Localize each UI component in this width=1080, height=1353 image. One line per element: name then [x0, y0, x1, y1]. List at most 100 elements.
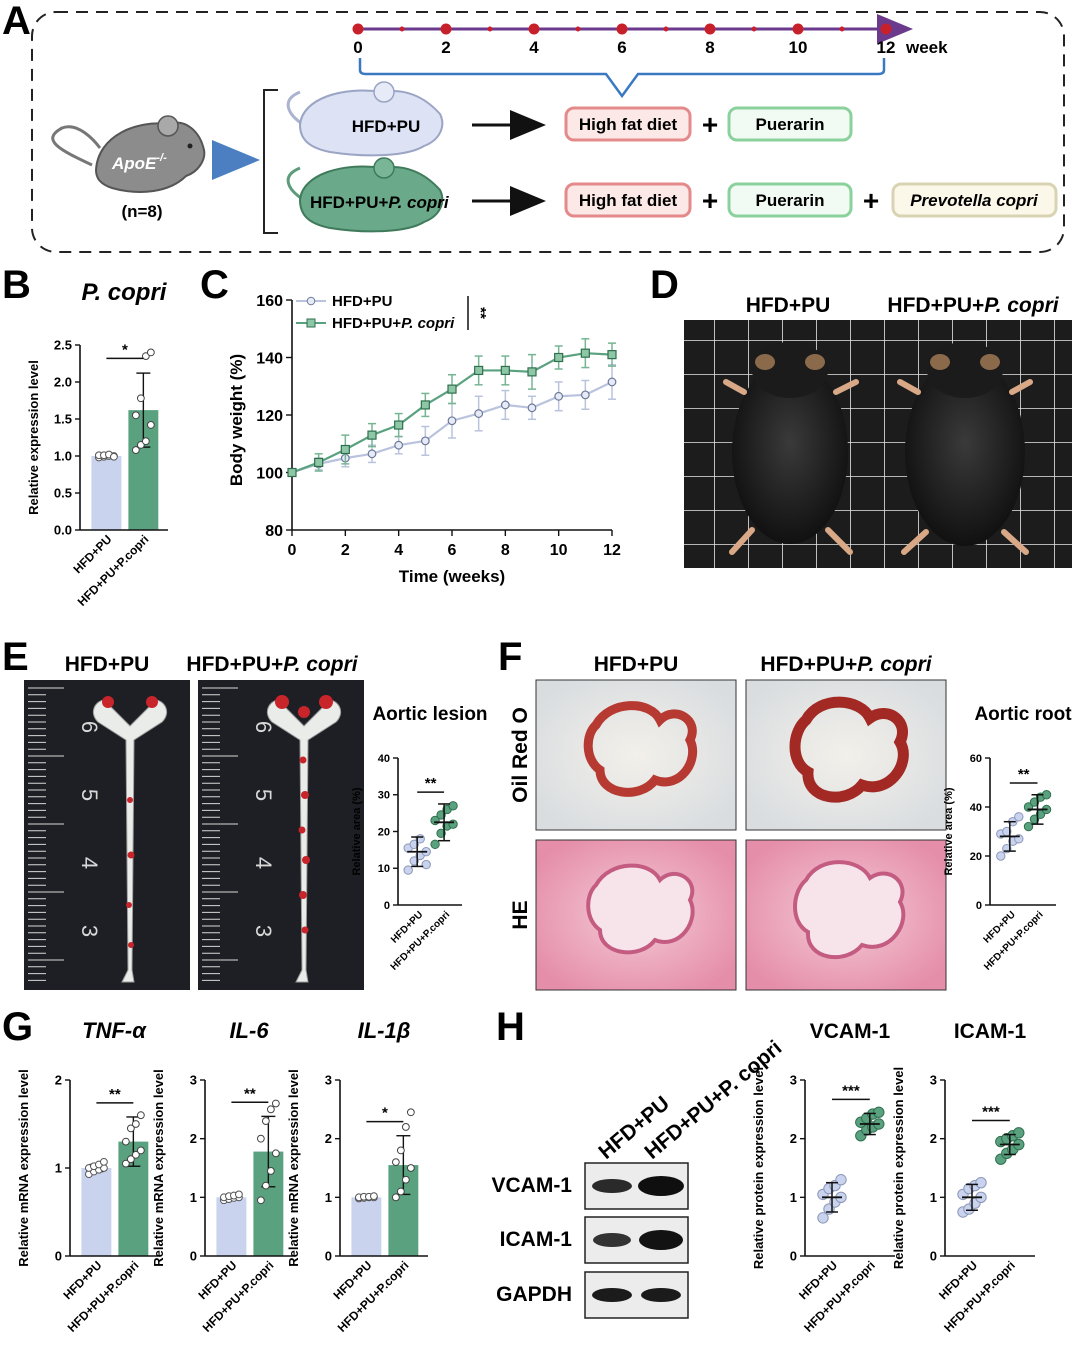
panel-label-e: E	[2, 635, 29, 679]
y-tick-label: 1.5	[54, 412, 72, 427]
y-axis-label: Relative area (%)	[943, 787, 955, 875]
y-tick-label: 160	[256, 293, 283, 310]
timeline-dots	[352, 23, 892, 35]
significance-label: *	[382, 1105, 388, 1122]
blot-band	[593, 1233, 631, 1247]
data-point	[500, 365, 510, 376]
chart-title: VCAM-1	[810, 1020, 891, 1043]
line-chart-C: 80 100 120 140 160 0 2 4 6 8 10 12 Time (weeks) Body …	[227, 293, 621, 586]
photo-title: HFD+PU	[594, 653, 679, 676]
x-tick-label: HFD+PU+P.copri	[335, 1258, 412, 1335]
y-tick-label: 3	[790, 1073, 797, 1088]
blot-row-label: GAPDH	[496, 1283, 572, 1306]
treatment-box-pu	[727, 182, 853, 218]
data-point	[607, 377, 617, 387]
y-tick-label: 3	[190, 1073, 197, 1088]
significance-label: ***	[842, 1082, 860, 1099]
data-point	[266, 1167, 275, 1175]
timeline-dot	[616, 23, 628, 35]
timeline-dot	[751, 26, 757, 32]
data-point	[271, 1149, 280, 1158]
y-tick-label: 0	[384, 900, 390, 912]
data-point	[136, 1146, 145, 1155]
blot-band	[641, 1288, 681, 1302]
x-tick-label: HFD+PU+P.copri	[941, 1258, 1018, 1335]
x-tick-label: 0	[288, 542, 297, 559]
mouse-photo-hfd-pu-copri	[897, 342, 1033, 555]
y-tick-label: 2	[790, 1131, 797, 1146]
dot-chart-H1: 0 1 2 3 Relative protein expression level VCA…	[751, 1020, 895, 1335]
chart-title: IL-1β	[358, 1018, 411, 1043]
ruler-number: 5	[77, 789, 102, 801]
treatment-box-copri-label: Prevotella copri	[910, 191, 1039, 210]
data-point	[406, 1164, 415, 1172]
stain-label-oil-red: Oil Red O	[509, 707, 532, 803]
y-axis-label: Relative expression level	[26, 360, 41, 515]
plus-sign: +	[863, 185, 879, 216]
data-point	[121, 1159, 130, 1168]
y-tick-label: 2	[190, 1131, 197, 1146]
data-point	[436, 828, 446, 839]
data-point	[554, 391, 564, 401]
panel-label-f: F	[498, 635, 522, 679]
data-point	[474, 365, 484, 376]
significance-label: **	[1018, 766, 1030, 783]
data-point	[110, 452, 118, 461]
blot-band	[592, 1288, 632, 1302]
data-point	[975, 1176, 987, 1189]
y-tick-label: 2	[325, 1131, 332, 1146]
hfd-pu-copri-mouse-illustration	[286, 157, 444, 233]
x-tick-label: 8	[501, 542, 510, 559]
ruler-number: 6	[251, 721, 276, 733]
dot-chart-H2: 0 1 2 3 Relative protein expression level ICA…	[891, 1020, 1035, 1335]
apoe-mouse-illustration	[51, 115, 206, 193]
y-tick-label: 2.0	[54, 375, 72, 390]
timeline-tick: 0	[353, 38, 362, 57]
chart-title: ICAM-1	[954, 1020, 1027, 1043]
timeline-tick: 12	[877, 38, 896, 57]
panel-e-photos: HFD+PU HFD+PU+P. copri 6 5 4 3 6 5 4 3	[24, 653, 364, 990]
y-axis-label: Relative mRNA expression level	[16, 1069, 31, 1267]
data-point	[141, 437, 150, 446]
data-point	[996, 851, 1006, 861]
bar-chart-B: 0.0 0.5 1.0 1.5 2.0 2.5 Relative expression le…	[26, 279, 168, 609]
data-point	[340, 444, 350, 455]
data-point	[835, 1174, 847, 1186]
data-point	[394, 420, 404, 430]
data-point	[1029, 797, 1040, 807]
y-tick-label: 10	[378, 863, 390, 875]
data-point	[271, 1099, 280, 1108]
rulers: 6 5 4 3 6 5 4 3	[28, 687, 276, 981]
data-point	[447, 384, 457, 394]
data-point	[121, 1137, 130, 1146]
y-axis-label: Relative area (%)	[351, 787, 363, 875]
blot-row-label: ICAM-1	[500, 1228, 573, 1251]
y-tick-label: 1	[55, 1161, 62, 1176]
data-point	[607, 350, 617, 360]
data-point	[396, 1187, 405, 1196]
oil-red-lesion	[789, 696, 909, 803]
data-point	[391, 1193, 400, 1202]
ruler-number: 5	[251, 789, 276, 801]
y-tick-label: 40	[378, 753, 390, 765]
panel-f-histology: HFD+PU HFD+PU+P. copri Oil Red O HE	[509, 653, 947, 991]
data-point	[367, 430, 377, 440]
bar	[81, 1168, 112, 1256]
y-tick-label: 1	[930, 1190, 937, 1205]
data-point	[131, 446, 140, 454]
data-point	[126, 1124, 135, 1133]
y-tick-label: 0	[790, 1249, 797, 1264]
data-point	[500, 400, 510, 410]
y-axis-label: Relative protein expression level	[751, 1067, 766, 1269]
data-point	[146, 348, 155, 357]
chart-title: Aortic root	[974, 704, 1072, 725]
data-point	[1041, 790, 1052, 800]
ruler-number: 6	[77, 721, 102, 733]
hfd-pu-mouse-illustration	[286, 81, 444, 157]
data-point	[554, 352, 564, 363]
x-tick-label: HFD+PU+P.copri	[75, 532, 152, 609]
timeline-dot	[792, 23, 804, 35]
x-tick-label: HFD+PU+P.copri	[65, 1258, 142, 1335]
timeline-dot	[528, 23, 540, 35]
